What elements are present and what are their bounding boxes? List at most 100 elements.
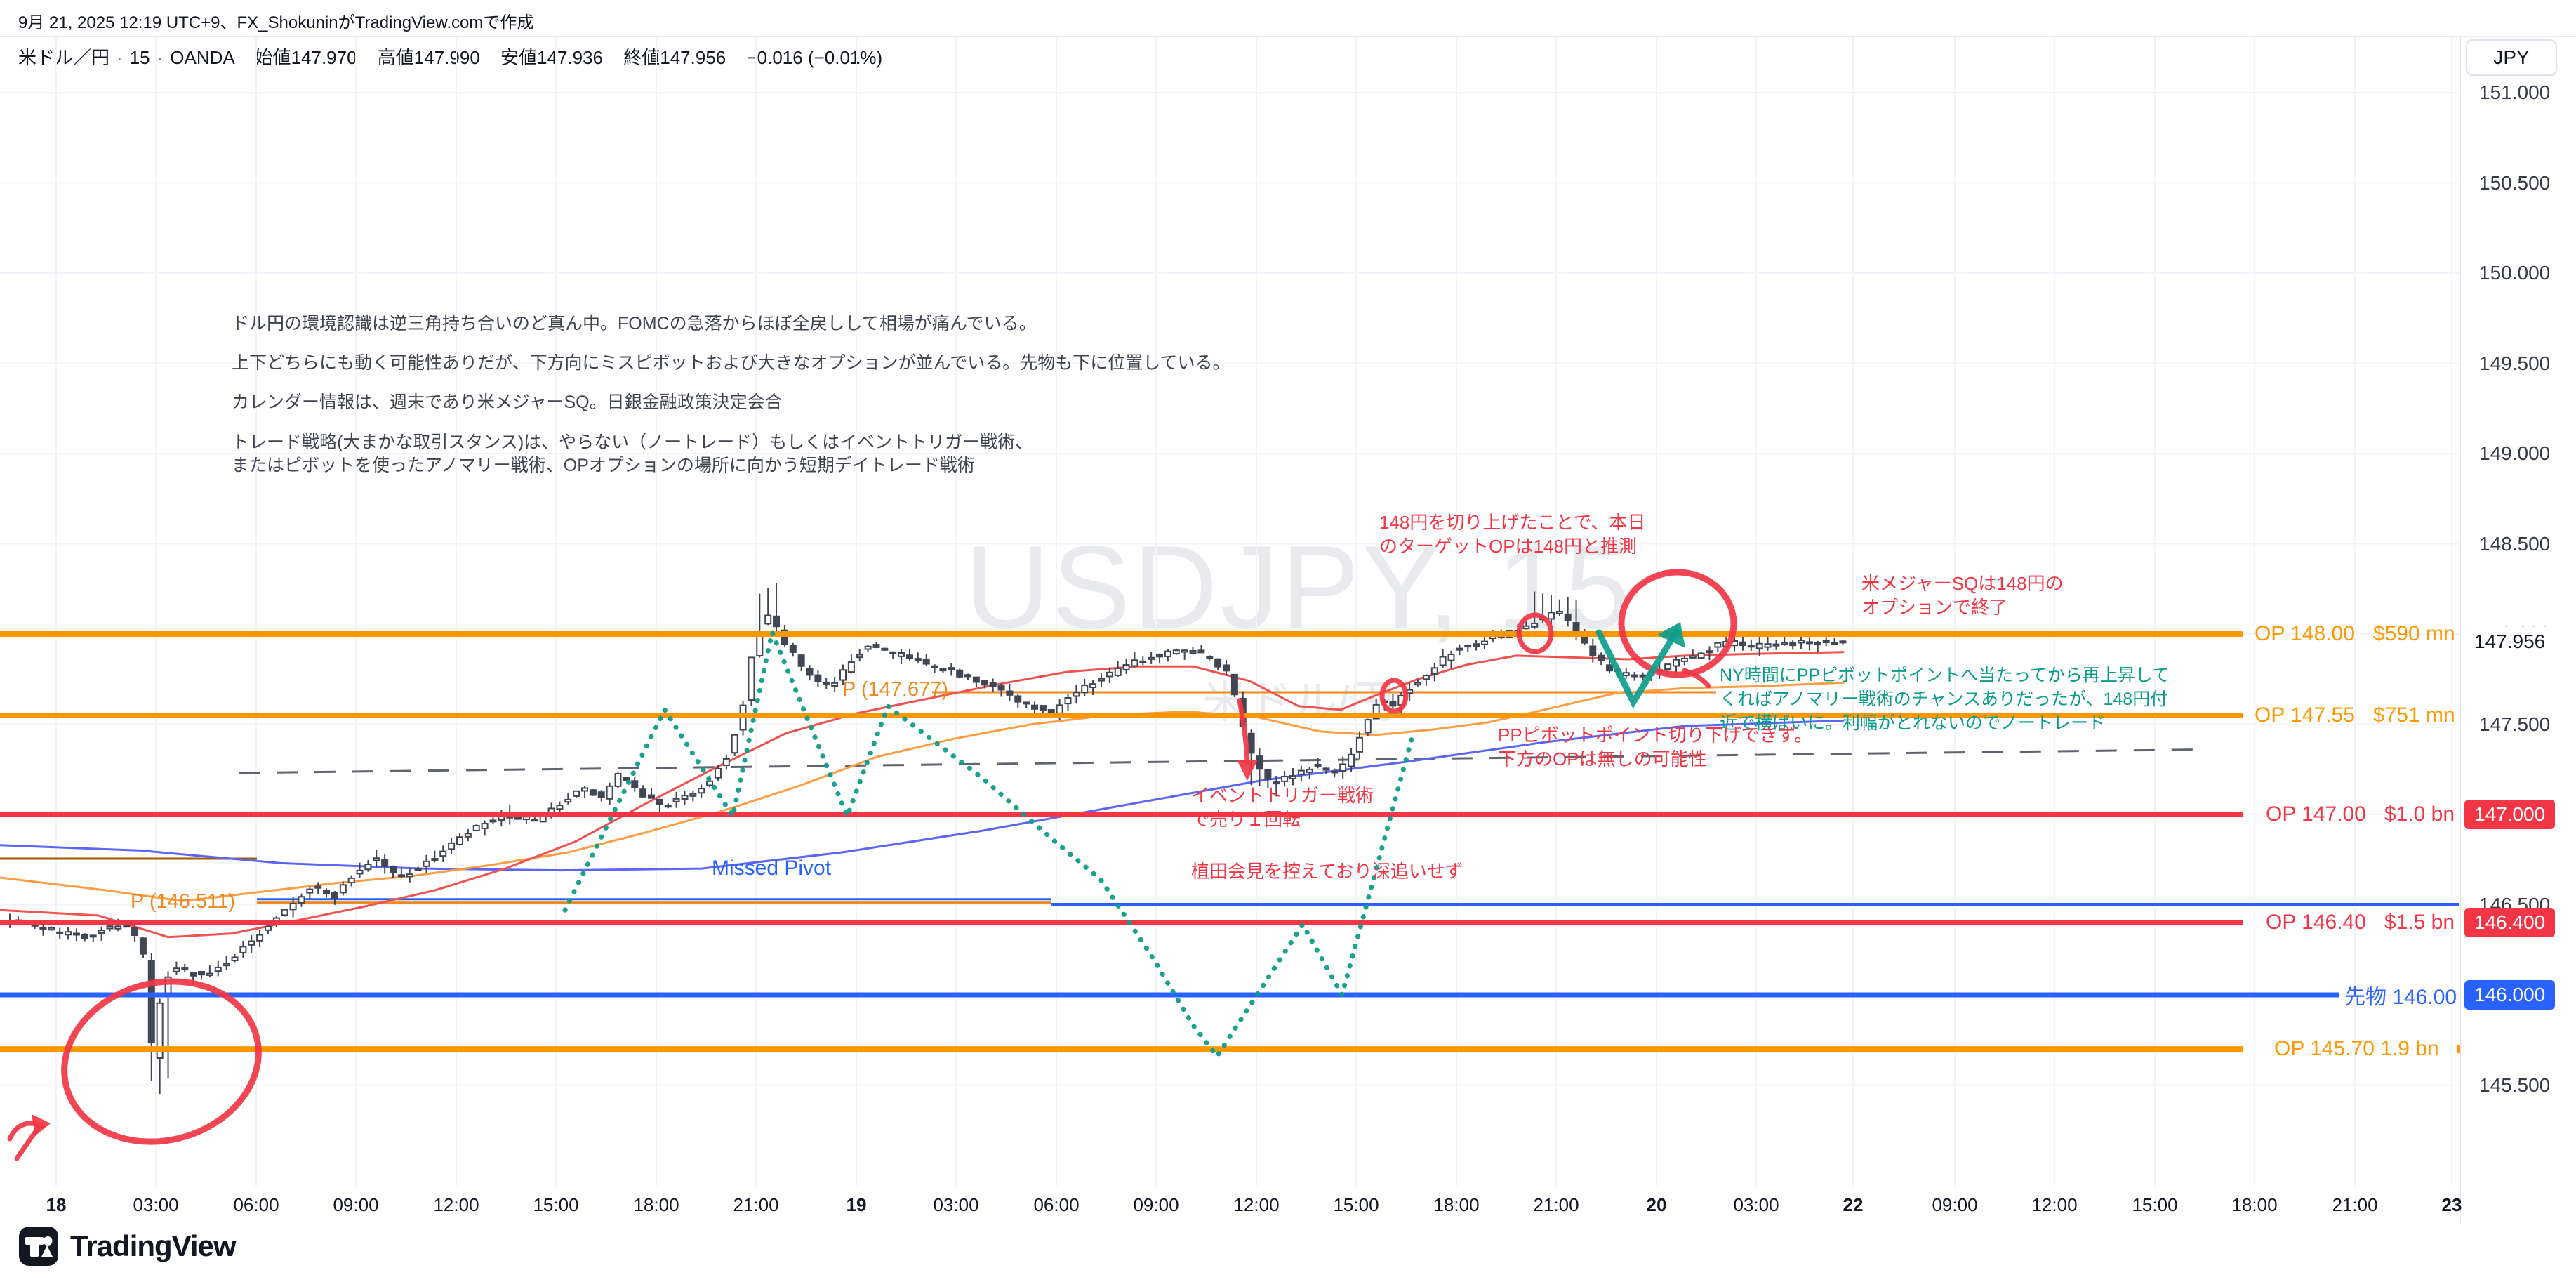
time-tick-09:00: 09:00	[1133, 1194, 1179, 1215]
time-tick-18:00: 18:00	[633, 1194, 679, 1215]
price-tick-147.956: 147.956	[2464, 627, 2556, 657]
timeframe-value: 15	[129, 47, 150, 68]
level-label-text: OP 146.40	[2266, 911, 2366, 934]
time-tick-09:00: 09:00	[333, 1194, 379, 1215]
level-label-OP 147.55: OP 147.55 $751 mn	[2255, 703, 2482, 727]
pp-touch-circle[interactable]	[1379, 678, 1409, 714]
price-tick-145.500: 145.500	[2479, 1073, 2551, 1096]
level-label-OP 147.00: OP 147.00 $1.0 bn	[2266, 802, 2481, 826]
level-amount: $1.5 bn	[2384, 911, 2455, 934]
currency-button[interactable]: JPY	[2466, 39, 2557, 76]
time-tick-21:00: 21:00	[1533, 1194, 1579, 1215]
time-tick-20: 20	[1646, 1194, 1667, 1215]
time-tick-03:00: 03:00	[133, 1194, 179, 1215]
pp-lower-note: PPピボットポイント切り下げできず。 下方のOPは無しの可能性	[1498, 725, 1813, 769]
level-label-text: 先物 146.00	[2344, 986, 2457, 1009]
open-pair: 始値147.970	[254, 47, 357, 68]
time-tick-22: 22	[1843, 1194, 1864, 1215]
circle-tail[interactable]	[1682, 668, 1711, 689]
close-148-circle[interactable]	[1618, 569, 1737, 678]
ma-blue-slow	[0, 719, 1845, 872]
price-tick-150.500: 150.500	[2479, 171, 2551, 194]
close-pair: 終値147.956	[623, 47, 726, 68]
level-amount: $590 mn	[2372, 622, 2455, 645]
symbol-ohlc-row: 米ドル／円 · 15 · OANDA 始値147.970 高値147.990 安値147…	[18, 44, 882, 70]
high-pair: 高値147.990	[377, 47, 480, 68]
price-tick-149.000: 149.000	[2479, 442, 2551, 464]
level-label-OP 145.70 1.9 bn: OP 145.70 1.9 bn	[2274, 1037, 2466, 1061]
hand-drawings	[7, 569, 1737, 1163]
strategy-note-1: ドル円の環境認識は逆三角持ち合いのど真ん中。FOMCの急落からほぼ全戻しして相場…	[232, 314, 1037, 333]
time-tick-12:00: 12:00	[1233, 1194, 1280, 1215]
price-tick-151.000: 151.000	[2479, 81, 2551, 103]
zigzag-layer	[562, 629, 1415, 1059]
time-tick-19: 19	[846, 1194, 867, 1215]
time-tick-15:00: 15:00	[2132, 1194, 2178, 1215]
time-tick-12:00: 12:00	[433, 1194, 479, 1215]
price-tick-146.400: 146.400	[2464, 908, 2556, 938]
time-tick-03:00: 03:00	[933, 1194, 979, 1215]
exchange-name: OANDA	[170, 47, 234, 68]
time-tick-18:00: 18:00	[2231, 1194, 2278, 1215]
missed-pivot-label: Missed Pivot	[712, 857, 832, 880]
time-tick-18:00: 18:00	[1433, 1194, 1480, 1215]
time-tick-18: 18	[46, 1194, 67, 1215]
tradingview-logo-icon	[19, 1227, 58, 1266]
measured-move-zigzag[interactable]	[562, 629, 1415, 1059]
price-tick-148.500: 148.500	[2479, 532, 2551, 555]
price-tick-147.500: 147.500	[2479, 713, 2551, 735]
dashed-trendline[interactable]	[238, 748, 2205, 774]
time-tick-15:00: 15:00	[1333, 1194, 1379, 1215]
tradingview-logo[interactable]: TradingView	[18, 1226, 237, 1267]
level-label-OP 148.00: OP 148.00 $590 mn	[2255, 622, 2482, 646]
level-label-text: OP 145.70 1.9 bn	[2274, 1037, 2439, 1061]
price-tick-146.000: 146.000	[2464, 980, 2556, 1010]
trendline-layer	[238, 748, 2205, 774]
event-trigger-note: イベントトリガー戦術 で売り１回転	[1191, 785, 1374, 830]
tradingview-logo-text: TradingView	[70, 1229, 237, 1262]
level-label-text: OP 148.00	[2255, 622, 2355, 645]
time-tick-09:00: 09:00	[1932, 1194, 1978, 1215]
time-tick-03:00: 03:00	[1733, 1194, 1779, 1215]
crash-low-circle[interactable]	[46, 960, 277, 1163]
level-amount: $1.0 bn	[2384, 802, 2455, 826]
grid-lines	[0, 36, 2576, 1187]
target-op-note: 148円を切り上げたことで、本日 のターゲットOPは148円と推測	[1379, 512, 1646, 557]
change-value: −0.016 (−0.01%)	[746, 47, 883, 68]
time-axis[interactable]: 18 03:00 06:00 09:00 12:00 15:00 18:00 21:00 19 0…	[0, 1187, 2462, 1224]
level-amount: $751 mn	[2372, 703, 2455, 727]
footer-bar: TradingView	[0, 1223, 2576, 1275]
price-tick-149.500: 149.500	[2479, 352, 2551, 374]
price-tick-150.000: 150.000	[2479, 262, 2551, 284]
option-level-lines	[0, 631, 2459, 1052]
pivot-lines	[0, 691, 1716, 904]
teal-bounce-mark[interactable]	[1595, 628, 1680, 709]
level-label-OP 146.40: OP 146.40 $1.5 bn	[2266, 911, 2481, 934]
creation-caption: 9月 21, 2025 12:19 UTC+9、FX_ShokuninがTrad…	[18, 13, 534, 32]
ueda-note: 植田会見を控えており深追いせず	[1191, 861, 1463, 882]
pivot-label-1: P (147.677)	[842, 678, 949, 701]
separator-dot: ·	[117, 47, 123, 68]
time-tick-06:00: 06:00	[233, 1194, 279, 1215]
ny-anomaly-note: NY時間にPPピボットポイントへ当たってから再上昇して くればアノマリー戦術のチ…	[1720, 666, 2170, 733]
time-tick-23: 23	[2441, 1194, 2462, 1215]
sell-arrow-head[interactable]	[1237, 760, 1258, 781]
sell-arrow-shaft[interactable]	[1237, 698, 1250, 765]
strategy-note-2: 上下どちらにも動く可能性ありだが、下方向にミスピボットおよび大きなオプションが並…	[232, 353, 1230, 373]
level-label-text: OP 147.00	[2266, 802, 2366, 826]
pivot-label-2: P (146.511)	[131, 890, 235, 913]
strategy-note-3: カレンダー情報は、週末であり米メジャーSQ。日銀金融政策決定会合	[232, 392, 783, 412]
time-tick-15:00: 15:00	[533, 1194, 579, 1215]
break-148-circle[interactable]	[1516, 612, 1554, 654]
ma-red-fast	[0, 651, 1845, 939]
teal-bounce-arrow-head[interactable]	[1657, 622, 1685, 648]
low-pair: 安値147.936	[500, 47, 604, 68]
major-sq-note: 米メジャーSQは148円の オプションで終了	[1861, 573, 2064, 618]
time-tick-21:00: 21:00	[2332, 1194, 2378, 1215]
price-axis[interactable]: 151.000 150.500 150.000 149.500 149.000 148.5…	[2460, 37, 2576, 1222]
time-tick-12:00: 12:00	[2031, 1194, 2078, 1215]
price-tick-147.000: 147.000	[2464, 800, 2556, 829]
corner-arrow-head[interactable]	[32, 1114, 51, 1136]
